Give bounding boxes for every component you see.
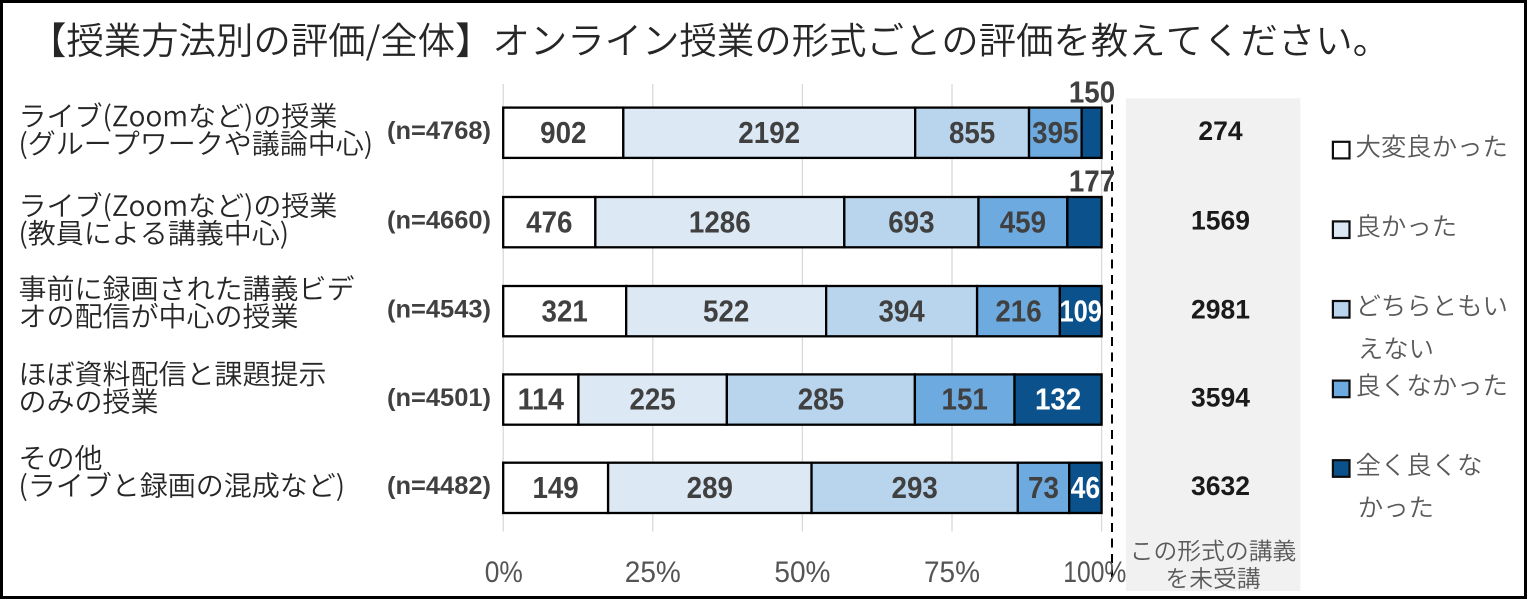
svg-text:293: 293 xyxy=(892,471,938,505)
svg-text:2981: 2981 xyxy=(1191,294,1250,324)
svg-text:151: 151 xyxy=(942,383,988,417)
svg-text:(n=4660): (n=4660) xyxy=(387,207,491,235)
svg-text:46: 46 xyxy=(1071,471,1101,505)
svg-text:50%: 50% xyxy=(774,556,830,589)
svg-text:459: 459 xyxy=(1000,205,1046,239)
svg-text:2192: 2192 xyxy=(738,116,800,150)
svg-text:(n=4768): (n=4768) xyxy=(387,117,491,145)
svg-text:0%: 0% xyxy=(485,556,523,589)
svg-text:321: 321 xyxy=(542,294,588,328)
svg-text:902: 902 xyxy=(540,116,586,150)
svg-text:1569: 1569 xyxy=(1191,205,1250,235)
svg-text:522: 522 xyxy=(703,294,749,328)
svg-text:177: 177 xyxy=(1069,165,1115,199)
svg-text:75%: 75% xyxy=(924,556,980,589)
svg-text:855: 855 xyxy=(949,116,995,150)
svg-text:25%: 25% xyxy=(625,556,681,589)
svg-text:149: 149 xyxy=(532,471,578,505)
svg-text:693: 693 xyxy=(888,205,934,239)
svg-text:(n=4543): (n=4543) xyxy=(387,296,491,324)
svg-text:3594: 3594 xyxy=(1191,383,1250,413)
svg-text:109: 109 xyxy=(1059,294,1102,328)
svg-text:132: 132 xyxy=(1035,383,1081,417)
svg-text:274: 274 xyxy=(1198,116,1242,146)
svg-text:100%: 100% xyxy=(1063,556,1126,589)
svg-text:285: 285 xyxy=(798,383,844,417)
svg-text:73: 73 xyxy=(1028,471,1059,505)
svg-text:150: 150 xyxy=(1069,75,1115,109)
svg-text:1286: 1286 xyxy=(689,205,751,239)
svg-text:216: 216 xyxy=(995,294,1041,328)
svg-text:225: 225 xyxy=(629,383,675,417)
svg-text:395: 395 xyxy=(1032,116,1078,150)
svg-text:(n=4482): (n=4482) xyxy=(387,472,491,500)
svg-text:(n=4501): (n=4501) xyxy=(387,384,491,412)
svg-text:3632: 3632 xyxy=(1191,471,1250,501)
svg-text:289: 289 xyxy=(687,471,733,505)
svg-text:476: 476 xyxy=(526,205,572,239)
svg-text:394: 394 xyxy=(878,294,924,328)
svg-text:114: 114 xyxy=(518,383,564,417)
